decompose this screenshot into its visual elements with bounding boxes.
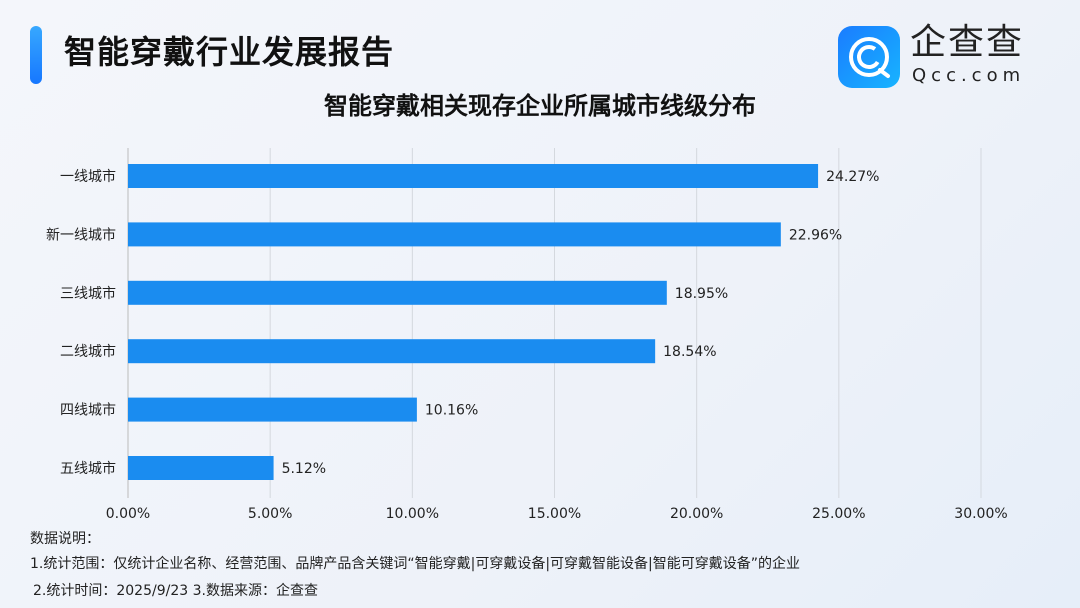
y-category-label: 五线城市 <box>60 460 116 477</box>
x-tick-label: 20.00% <box>670 506 723 522</box>
y-category-label: 三线城市 <box>60 285 116 302</box>
data-label: 5.12% <box>282 461 326 477</box>
notes-line-2: 2.统计时间：2025/9/23 3.数据来源：企查查 <box>33 583 318 599</box>
x-tick-label: 15.00% <box>528 506 581 522</box>
logo-domain: Qcc.com <box>912 65 1026 86</box>
bar <box>128 339 656 364</box>
data-label: 18.95% <box>675 286 728 302</box>
data-label: 24.27% <box>826 169 879 185</box>
bar <box>128 164 819 188</box>
x-tick-label: 0.00% <box>106 506 150 522</box>
bar <box>128 397 417 422</box>
x-tick-label: 30.00% <box>954 506 1007 522</box>
x-tick-label: 5.00% <box>248 506 292 522</box>
notes-line-1: 1.统计范围：仅统计企业名称、经营范围、品牌产品含关键词“智能穿戴|可穿戴设备|… <box>30 556 801 572</box>
title-accent-bar <box>30 26 42 84</box>
data-label: 22.96% <box>789 227 842 243</box>
page-title: 智能穿戴行业发展报告 <box>64 33 395 71</box>
x-tick-label: 25.00% <box>812 506 865 522</box>
bar <box>128 222 781 247</box>
data-label: 18.54% <box>663 344 716 360</box>
data-label: 10.16% <box>425 403 478 419</box>
logo-wordmark: 企查查 <box>910 22 1025 63</box>
bar <box>128 456 274 480</box>
y-category-label: 新一线城市 <box>46 226 116 243</box>
y-category-label: 四线城市 <box>60 402 116 419</box>
bar <box>128 280 667 305</box>
chart-title: 智能穿戴相关现存企业所属城市线级分布 <box>324 92 756 120</box>
x-tick-label: 10.00% <box>386 506 439 522</box>
y-category-label: 一线城市 <box>60 168 116 185</box>
qcc-logo-icon <box>838 26 900 88</box>
y-category-label: 二线城市 <box>60 343 116 360</box>
notes-heading: 数据说明： <box>30 531 100 547</box>
